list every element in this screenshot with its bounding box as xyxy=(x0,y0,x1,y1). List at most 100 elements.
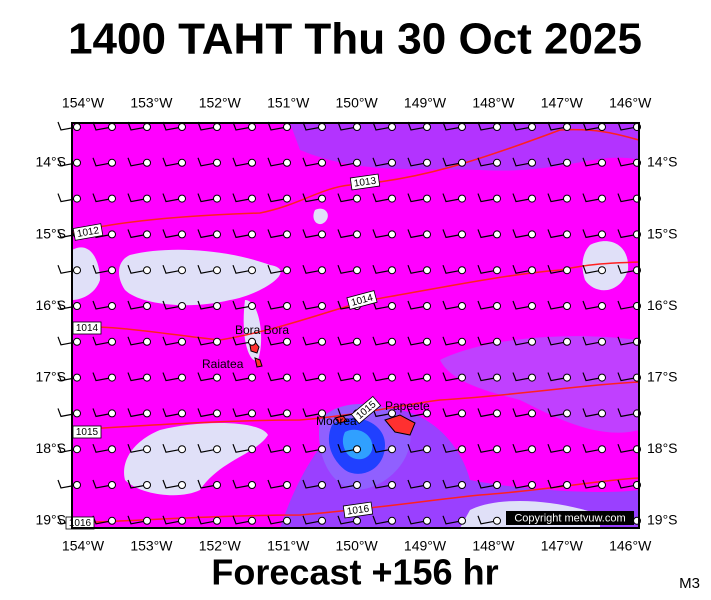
copyright: Copyright metvuw.com xyxy=(514,512,625,524)
barb xyxy=(372,479,393,489)
barb xyxy=(442,443,463,453)
barb xyxy=(232,193,253,203)
barb xyxy=(267,193,288,203)
barb xyxy=(197,336,218,346)
station xyxy=(178,516,186,525)
station xyxy=(318,230,326,239)
barb xyxy=(197,264,218,274)
station xyxy=(318,481,326,489)
station xyxy=(73,194,81,203)
station xyxy=(528,337,536,346)
lon-label: 146°W xyxy=(609,95,652,111)
barb xyxy=(582,300,603,310)
station xyxy=(318,302,326,310)
isobar-value: 1013 xyxy=(353,176,377,190)
station xyxy=(143,481,151,489)
station xyxy=(283,302,291,310)
barb xyxy=(197,193,218,203)
barb xyxy=(267,408,288,418)
barb xyxy=(197,300,218,310)
barb xyxy=(582,229,603,239)
barb xyxy=(442,336,463,346)
barb xyxy=(442,372,463,382)
barb xyxy=(442,193,463,203)
lat-label: 18°S xyxy=(35,440,66,456)
station xyxy=(388,445,396,454)
barb xyxy=(372,336,393,346)
station xyxy=(178,158,186,167)
station xyxy=(563,158,571,167)
barb xyxy=(267,264,288,274)
barb xyxy=(512,193,533,203)
barb xyxy=(547,264,568,274)
station xyxy=(563,266,571,275)
station xyxy=(108,516,116,525)
barb xyxy=(127,443,148,453)
station xyxy=(108,409,116,418)
barb xyxy=(267,229,288,239)
station xyxy=(493,516,501,525)
station xyxy=(178,337,186,346)
barb xyxy=(477,479,498,489)
station xyxy=(598,266,606,275)
station xyxy=(248,123,256,131)
station xyxy=(213,158,221,167)
station xyxy=(528,445,536,454)
lat-label: 15°S xyxy=(35,225,66,241)
station xyxy=(598,123,606,131)
station xyxy=(353,516,361,525)
station xyxy=(563,194,571,203)
lon-label: 148°W xyxy=(472,538,515,554)
barb xyxy=(477,408,498,418)
station xyxy=(563,409,571,418)
barb xyxy=(162,229,183,239)
barb xyxy=(617,193,638,203)
station xyxy=(423,409,431,418)
barb xyxy=(92,479,113,489)
station xyxy=(143,373,151,382)
lat-label: 14°S xyxy=(647,154,678,170)
barb xyxy=(267,121,288,131)
lat-label: 19°S xyxy=(647,512,678,528)
barb xyxy=(582,121,603,131)
station xyxy=(283,230,291,239)
barb xyxy=(337,193,358,203)
barb xyxy=(372,121,393,131)
barb xyxy=(302,479,323,489)
barb xyxy=(407,372,428,382)
barb xyxy=(617,157,638,167)
station xyxy=(248,302,256,310)
station xyxy=(458,516,466,525)
station xyxy=(423,158,431,167)
station xyxy=(318,194,326,203)
barb xyxy=(547,443,568,453)
lon-label: 150°W xyxy=(336,538,379,554)
barb xyxy=(477,264,498,274)
station xyxy=(458,123,466,131)
barb xyxy=(477,121,498,131)
station xyxy=(388,123,396,131)
isobar-label: 1012 xyxy=(72,223,104,241)
barb xyxy=(162,443,183,453)
barb xyxy=(582,372,603,382)
barb xyxy=(267,479,288,489)
barb xyxy=(372,264,393,274)
station xyxy=(318,409,326,418)
station xyxy=(178,194,186,203)
station xyxy=(318,373,326,382)
barb xyxy=(232,372,253,382)
lon-label: 153°W xyxy=(130,538,173,554)
map-field xyxy=(72,123,639,528)
station xyxy=(108,266,116,275)
station xyxy=(388,409,396,418)
purple-area xyxy=(440,336,639,433)
lon-label: 154°W xyxy=(62,95,105,111)
barb xyxy=(617,264,638,274)
map-title: 1400 TAHT Thu 30 Oct 2025 xyxy=(68,15,642,64)
station xyxy=(283,123,291,131)
station xyxy=(318,516,326,525)
barb xyxy=(92,121,113,131)
barb xyxy=(372,157,393,167)
station xyxy=(528,409,536,418)
